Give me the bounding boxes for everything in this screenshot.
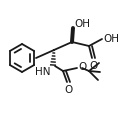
Text: O: O: [64, 85, 73, 95]
Text: HN: HN: [35, 67, 50, 77]
Text: OH: OH: [74, 19, 90, 29]
Text: O: O: [89, 61, 98, 71]
Text: O: O: [78, 62, 86, 72]
Text: OH: OH: [103, 34, 119, 44]
